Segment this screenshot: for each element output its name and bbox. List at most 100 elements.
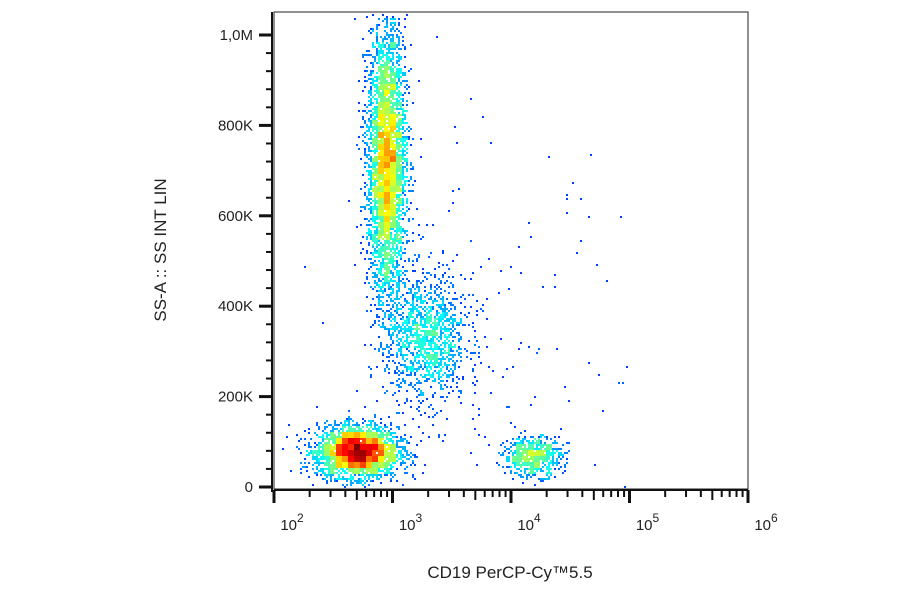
data-point — [416, 286, 418, 288]
data-point — [404, 326, 406, 328]
data-point — [404, 340, 406, 342]
data-point — [520, 442, 522, 444]
data-point — [516, 456, 518, 458]
data-point — [448, 330, 450, 332]
data-point — [384, 284, 386, 286]
data-point — [326, 458, 328, 460]
data-point — [412, 340, 414, 342]
data-point — [328, 434, 330, 436]
data-point — [484, 336, 486, 338]
data-point — [516, 442, 518, 444]
data-point — [410, 162, 412, 164]
data-point — [510, 472, 512, 474]
data-point — [382, 246, 384, 248]
data-point — [416, 356, 418, 358]
data-point — [564, 386, 566, 388]
data-point — [418, 366, 420, 368]
data-point — [364, 486, 366, 488]
data-point — [398, 90, 400, 92]
data-point — [424, 322, 426, 324]
data-point — [426, 330, 428, 332]
data-point — [440, 344, 442, 346]
data-point — [374, 112, 376, 114]
data-point — [380, 482, 382, 484]
data-point — [536, 448, 538, 450]
data-point — [392, 326, 394, 328]
data-point — [402, 170, 404, 172]
data-point — [400, 326, 402, 328]
data-point — [404, 424, 406, 426]
data-point — [392, 54, 394, 56]
data-point — [540, 470, 542, 472]
data-point — [322, 436, 324, 438]
data-point — [372, 64, 374, 66]
data-point — [402, 120, 404, 122]
data-point — [416, 322, 418, 324]
data-point — [382, 248, 384, 250]
data-point — [388, 240, 390, 242]
data-point — [414, 254, 416, 256]
data-point — [376, 40, 378, 42]
data-point — [444, 346, 446, 348]
data-point — [342, 428, 344, 430]
data-point — [398, 206, 400, 208]
data-point — [324, 428, 326, 430]
data-point — [380, 220, 382, 222]
data-point — [396, 202, 398, 204]
data-point — [314, 446, 316, 448]
data-point — [472, 370, 474, 372]
data-point — [382, 78, 384, 80]
data-point — [322, 434, 324, 436]
data-point — [392, 78, 394, 80]
data-point — [444, 304, 446, 306]
data-point — [394, 432, 396, 434]
data-point — [442, 276, 444, 278]
data-point — [412, 316, 414, 318]
data-point — [410, 374, 412, 376]
data-point — [400, 98, 402, 100]
data-point — [404, 46, 406, 48]
data-point — [456, 350, 458, 352]
data-point — [400, 352, 402, 354]
data-point — [376, 130, 378, 132]
data-point — [366, 142, 368, 144]
data-point — [354, 18, 356, 20]
data-point — [454, 336, 456, 338]
data-point — [386, 16, 388, 18]
data-point — [396, 108, 398, 110]
data-point — [374, 276, 376, 278]
data-point — [386, 240, 388, 242]
data-point — [550, 452, 552, 454]
data-point — [380, 74, 382, 76]
data-point — [332, 472, 334, 474]
data-point — [442, 252, 444, 254]
data-point — [360, 478, 362, 480]
data-point — [354, 480, 356, 482]
data-point — [378, 46, 380, 48]
data-point — [402, 440, 404, 442]
data-point — [432, 340, 434, 342]
data-point — [428, 366, 430, 368]
data-point — [398, 242, 400, 244]
data-point — [404, 330, 406, 332]
data-point — [448, 352, 450, 354]
data-point — [398, 146, 400, 148]
data-point — [560, 458, 562, 460]
data-point — [390, 474, 392, 476]
data-point — [404, 332, 406, 334]
data-point — [406, 202, 408, 204]
data-point — [366, 252, 368, 254]
data-point — [372, 220, 374, 222]
data-point — [384, 36, 386, 38]
data-point — [392, 82, 394, 84]
data-point — [396, 84, 398, 86]
data-point — [388, 434, 390, 436]
data-point — [386, 100, 388, 102]
data-point — [380, 430, 382, 432]
data-point — [518, 454, 520, 456]
data-point — [414, 388, 416, 390]
data-point — [542, 458, 544, 460]
data-point — [530, 442, 532, 444]
data-point — [392, 40, 394, 42]
data-point — [322, 470, 324, 472]
